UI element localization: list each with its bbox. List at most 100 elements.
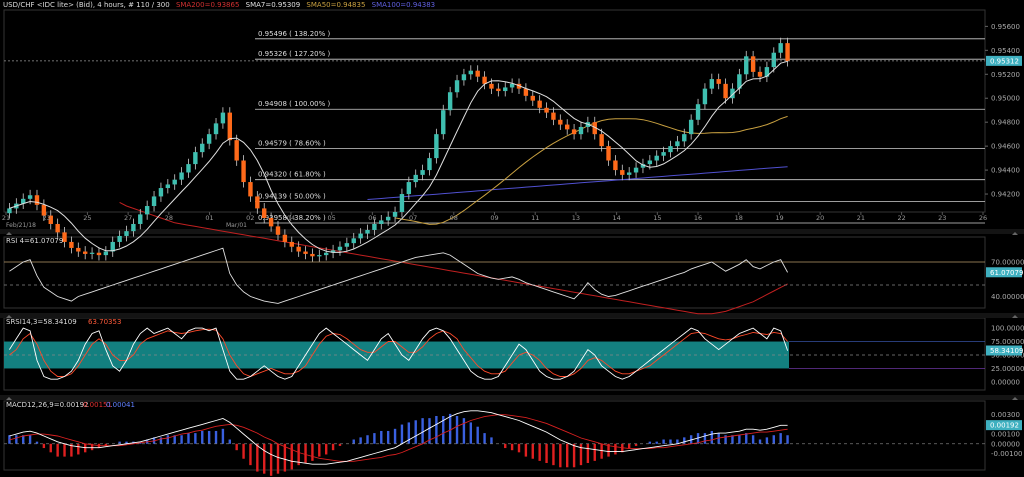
macd-value-box (986, 420, 1022, 431)
bear-candle (248, 182, 253, 197)
bull-candle (124, 231, 129, 236)
x-axis-label: 28 (165, 214, 173, 222)
bear-candle (76, 247, 81, 252)
bull-candle (682, 134, 687, 142)
bull-candle (330, 250, 336, 253)
panel-separator (0, 313, 1024, 318)
macd-panel-frame (3, 400, 986, 471)
bull-candle (351, 238, 356, 244)
current-price-label: 0.95312 (990, 57, 1019, 65)
bull-candle (27, 195, 33, 199)
x-axis-label: 13 (572, 214, 580, 222)
bear-candle (227, 112, 232, 141)
rsi-value-box (986, 267, 1022, 278)
bear-candle (255, 196, 260, 209)
stochrsi-d-line (9, 328, 788, 377)
price-tick-label: 0.94800 (991, 119, 1020, 127)
bull-candle (117, 235, 122, 242)
bear-candle (234, 140, 239, 161)
bear-candle (82, 251, 88, 254)
x-axis-label: 11 (531, 214, 539, 222)
rsi-title: RSI 4=61.07079 (6, 237, 63, 245)
bear-candle (303, 251, 308, 254)
bear-candle (310, 253, 315, 257)
bull-candle (379, 220, 384, 224)
bear-candle (489, 83, 494, 89)
fib-level-label: 0.94579 ( 78.60% ) (258, 140, 326, 148)
bear-candle (750, 56, 756, 72)
x-axis-label: 05 (328, 214, 336, 222)
price-panel-frame (3, 9, 986, 213)
sma50-line (395, 115, 788, 225)
sma100-label: SMA100=0.94383 (371, 1, 436, 9)
date-label: Mar/01 (226, 222, 247, 229)
sma200-label: SMA200=0.93865 (175, 1, 240, 9)
stochrsi-d-title: 63.70353 (88, 318, 121, 326)
bull-candle (434, 134, 439, 159)
bear-candle (571, 129, 577, 135)
bull-candle (186, 164, 191, 173)
bull-candle (578, 126, 584, 135)
bull-candle (323, 252, 329, 256)
collapse-arrow-icon (6, 315, 12, 318)
bull-candle (406, 182, 412, 195)
bull-candle (110, 241, 115, 252)
bull-candle (21, 198, 26, 204)
bear-candle (41, 204, 47, 216)
bear-candle (523, 88, 529, 96)
bull-candle (385, 216, 391, 221)
macd-tick-label: -0.00100 (991, 450, 1022, 458)
bull-candle (138, 214, 143, 224)
bull-candle (675, 141, 680, 147)
bear-candle (592, 122, 597, 135)
fib-level-label: 0.94320 ( 61.80% ) (258, 171, 326, 179)
bull-candle (640, 164, 646, 168)
bull-candle (427, 158, 432, 171)
bull-candle (358, 233, 363, 239)
x-axis-label: 23 (43, 214, 51, 222)
stochrsi-tick-label: 0.00000 (991, 378, 1020, 386)
bull-candle (509, 83, 515, 88)
collapse-arrow-icon (1012, 397, 1018, 400)
bull-candle (220, 112, 226, 124)
bear-candle (289, 241, 294, 247)
bull-candle (702, 88, 708, 105)
x-axis-label: 18 (735, 214, 743, 222)
x-axis-label: 06 (368, 214, 376, 222)
x-axis-label: 02 (246, 214, 254, 222)
bear-candle (268, 217, 274, 227)
bull-candle (365, 229, 370, 234)
bull-candle (165, 184, 171, 189)
macd-line (9, 410, 788, 465)
macd-tick-label: 0.00300 (991, 411, 1020, 419)
bull-candle (764, 67, 770, 77)
collapse-arrow-icon (1012, 315, 1018, 318)
bull-candle (730, 88, 735, 99)
bear-candle (530, 95, 535, 101)
bull-candle (661, 152, 666, 156)
bull-candle (695, 104, 701, 120)
collapse-arrow-icon (1012, 232, 1018, 235)
price-tick-label: 0.94600 (991, 143, 1020, 151)
fib-level-label: 0.93958 ( 38.20% ) (258, 214, 326, 222)
bull-candle (206, 134, 212, 144)
bear-candle (716, 79, 721, 84)
bull-candle (392, 212, 398, 217)
bull-candle (461, 74, 467, 81)
collapse-arrow-icon (6, 232, 12, 235)
macd-tick-label: 0.00000 (991, 440, 1020, 448)
x-axis-label: 16 (694, 214, 702, 222)
bear-candle (275, 226, 281, 235)
bull-candle (447, 92, 453, 111)
bull-candle (771, 52, 776, 68)
bear-candle (613, 160, 618, 171)
rsi-tick-label: 70.00000 (991, 259, 1024, 267)
bull-candle (213, 123, 219, 135)
bull-candle (158, 188, 164, 197)
bear-candle (620, 170, 625, 175)
bull-candle (441, 110, 446, 135)
macd-signal-line (9, 414, 788, 462)
sma7-line (9, 60, 788, 253)
stochrsi-tick-label: 75.00000 (991, 338, 1024, 346)
